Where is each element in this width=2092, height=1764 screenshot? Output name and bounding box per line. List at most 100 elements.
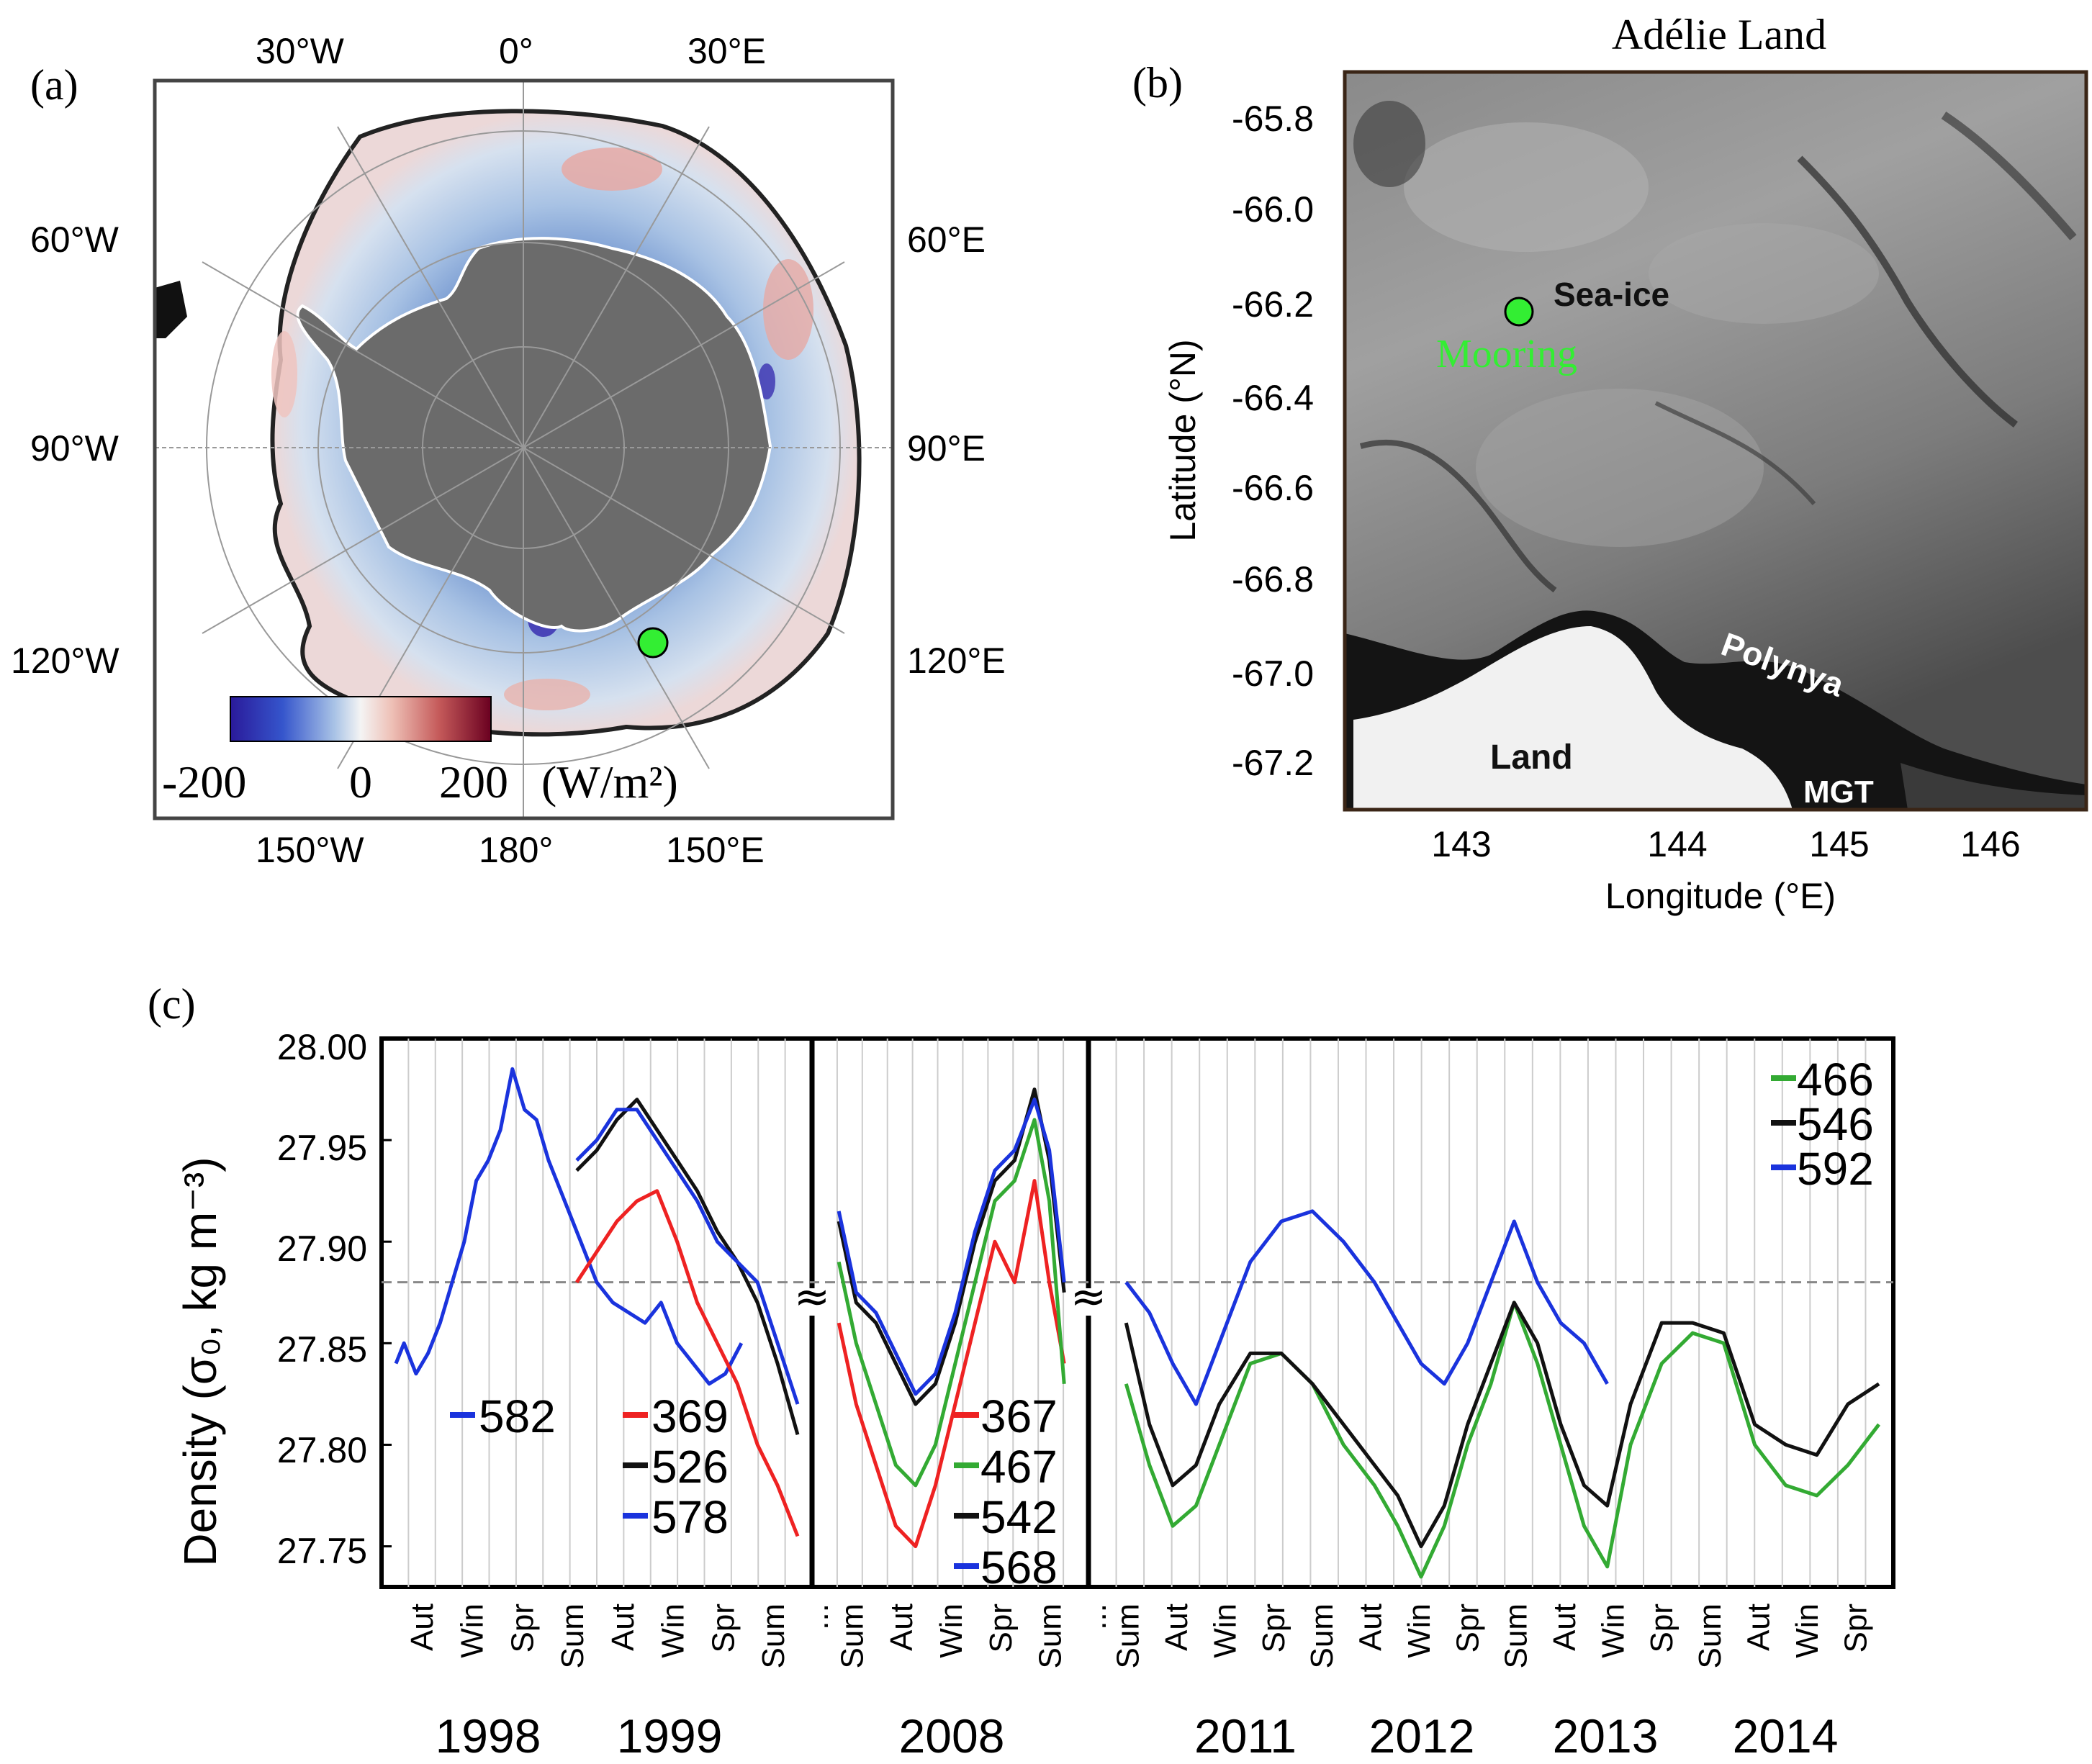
season-label: Sum — [555, 1604, 590, 1668]
panel-c-frame — [379, 1036, 1895, 1589]
panel-c-yticks: 28.00 27.95 27.90 27.85 27.80 27.75 — [277, 1027, 367, 1571]
season-label: Win — [1790, 1604, 1825, 1658]
ytick-label: 27.80 — [277, 1430, 367, 1470]
season-label: Win — [1402, 1604, 1437, 1658]
panel-c-ylabel: Density (σ₀, kg m⁻³) — [174, 1157, 226, 1566]
ytick-label: -66.8 — [1232, 559, 1314, 600]
ytick-label: -67.2 — [1232, 743, 1314, 783]
series-line-546 — [1124, 1301, 1880, 1549]
panel-a-lon-labels: 30°W 0° 30°E 60°W 60°E 90°W 90°E 120°W 1… — [11, 31, 1006, 870]
season-label: Spr — [705, 1604, 741, 1652]
warm-patch — [763, 259, 813, 360]
axis-break-mark: ≈ — [1070, 1272, 1106, 1322]
panel-a-label: (a) — [30, 61, 78, 109]
colorbar — [230, 696, 492, 742]
season-label: Aut — [1547, 1604, 1582, 1651]
xtick-label: 143 — [1431, 824, 1491, 864]
series-line-592 — [1124, 1209, 1609, 1406]
season-label: Win — [455, 1604, 490, 1658]
year-labels: 1998 1999 2008 2011 2012 2013 2014 — [436, 1709, 1839, 1763]
colorbar-min-label: -200 — [162, 756, 246, 808]
season-label: Sum — [1499, 1604, 1534, 1668]
mooring-marker — [1504, 297, 1534, 327]
series-line-367 — [837, 1179, 1066, 1549]
ytick-label: 27.85 — [277, 1329, 367, 1370]
satellite-image — [1345, 72, 2086, 810]
year-label: 2008 — [899, 1709, 1005, 1763]
lon-label: 120°W — [11, 641, 120, 681]
legend-label: 466 — [1797, 1054, 1874, 1105]
season-label: Spr — [1450, 1604, 1485, 1652]
cold-patch — [758, 363, 775, 399]
ytick-label: -66.0 — [1232, 189, 1314, 230]
season-label: Win — [934, 1604, 969, 1658]
warm-patch — [562, 148, 662, 191]
legend-label: 546 — [1797, 1098, 1874, 1150]
season-label: Aut — [605, 1604, 641, 1651]
series-line-526 — [575, 1098, 800, 1435]
coast-land — [1353, 626, 1793, 810]
year-label: 2013 — [1553, 1709, 1659, 1763]
season-label: Sum — [756, 1604, 791, 1668]
legend-segment-2: 367 467 542 568 — [954, 1390, 1058, 1593]
series-line-542 — [837, 1087, 1066, 1406]
panel-b-xticks: 143 144 145 146 — [1431, 824, 2020, 864]
season-label: Spr — [1838, 1604, 1873, 1652]
map-a-frame — [153, 78, 895, 820]
season-label: Aut — [1353, 1604, 1389, 1651]
panel-c-plot: ≈ ≈ Aut Win Spr Sum Aut Win Spr Sum Sum Aut Win Spr Su… — [379, 1036, 1895, 1668]
panel-b-label: (b) — [1132, 59, 1183, 107]
legend-label: 542 — [980, 1491, 1058, 1543]
colorbar-unit-label: (W/m²) — [541, 756, 678, 808]
south-america-tip — [155, 281, 187, 338]
legend-segment-1: 582 369 526 578 — [450, 1390, 729, 1543]
annotation-sea-ice: Sea-ice — [1554, 276, 1669, 313]
annotation-mgt: MGT — [1803, 774, 1874, 810]
ytick-label: -65.8 — [1232, 99, 1314, 139]
panel-a: (a) — [11, 31, 1006, 870]
panel-b-yticks: -65.8 -66.0 -66.2 -66.4 -66.6 -66.8 -67.… — [1232, 99, 1314, 783]
year-label: 1999 — [617, 1709, 723, 1763]
legend-label: 467 — [980, 1441, 1058, 1493]
axis-break-bg — [1073, 1288, 1104, 1316]
ytick-label: 28.00 — [277, 1027, 367, 1067]
legend-label: 367 — [980, 1390, 1058, 1442]
axis-break-mark: ≈ — [794, 1272, 830, 1322]
season-label: Spr — [1256, 1604, 1291, 1652]
panel-c-label: (c) — [148, 980, 196, 1028]
ytick-label: -67.0 — [1232, 653, 1314, 694]
lon-label: 150°W — [256, 830, 364, 870]
axis-break-bg — [796, 1288, 828, 1316]
ytick-label: -66.2 — [1232, 284, 1314, 325]
xtick-label: 145 — [1809, 824, 1869, 864]
panel-b-xlabel: Longitude (°E) — [1605, 876, 1836, 916]
panel-b-ylabel: Latitude (°N) — [1163, 339, 1203, 541]
lon-label: 150°E — [666, 830, 765, 870]
ytick-label: -66.4 — [1232, 378, 1314, 418]
ytick-label: 27.90 — [277, 1229, 367, 1269]
lon-label: 60°W — [30, 220, 120, 260]
series-line-582 — [394, 1067, 744, 1386]
legend-label: 592 — [1797, 1143, 1874, 1195]
season-label: Sum — [1304, 1604, 1340, 1668]
annotation-land: Land — [1490, 738, 1573, 777]
ellipsis-label: ... — [1078, 1604, 1113, 1630]
season-label: Win — [1595, 1604, 1631, 1658]
legend-label: 578 — [652, 1491, 729, 1543]
year-label: 2014 — [1733, 1709, 1839, 1763]
season-label: Spr — [505, 1604, 540, 1652]
annotation-mooring: Mooring — [1436, 332, 1577, 376]
legend-label: 568 — [980, 1542, 1058, 1593]
series-line-369 — [575, 1189, 800, 1537]
ytick-label: 27.75 — [277, 1531, 367, 1571]
lon-label: 0° — [499, 31, 533, 71]
season-label: Sum — [1033, 1604, 1068, 1668]
panel-b: (b) Adélie Land Sea-ice Mooring Polynya … — [1132, 11, 2088, 916]
xtick-label: 144 — [1647, 824, 1707, 864]
season-label: Sum — [1692, 1604, 1728, 1668]
xtick-label: 146 — [1960, 824, 2020, 864]
lon-label: 30°E — [687, 31, 766, 71]
map-b-frame — [1343, 70, 2088, 812]
year-label: 2011 — [1194, 1709, 1297, 1763]
